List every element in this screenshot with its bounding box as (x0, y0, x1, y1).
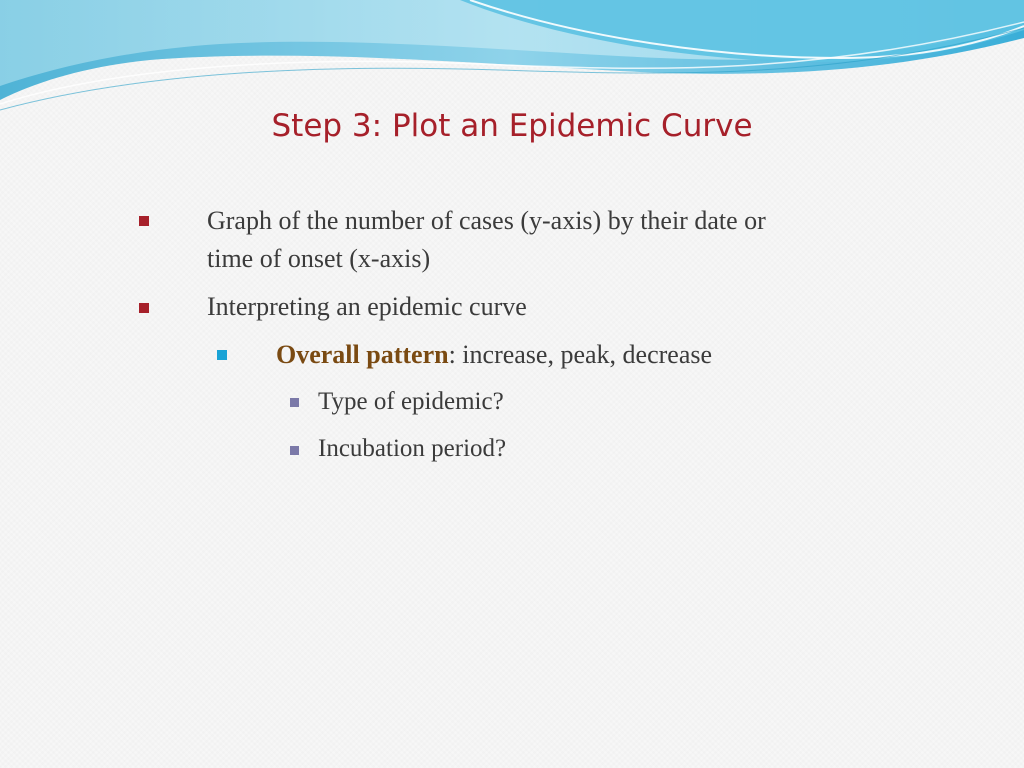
overall-pattern-detail: : increase, peak, decrease (448, 340, 713, 369)
bullet-marker-level1 (139, 216, 149, 226)
bullet-marker-level1 (139, 303, 149, 313)
bullet-marker-level2 (217, 350, 227, 360)
header-wave-decoration (0, 0, 1024, 111)
slide-title: Step 3: Plot an Epidemic Curve (271, 108, 753, 144)
bullet-marker-level3 (290, 446, 299, 455)
bullet-item-overall-pattern: Overall pattern: increase, peak, decreas… (276, 336, 712, 374)
bullet-item-interpreting: Interpreting an epidemic curve (207, 292, 527, 321)
overall-pattern-emphasis: Overall pattern (276, 340, 449, 369)
bullet-item-type-of-epidemic: Type of epidemic? (318, 388, 504, 415)
bullet-item-incubation-period: Incubation period? (318, 435, 507, 462)
bullet-item-graph-line2: time of onset (x-axis) (207, 244, 431, 273)
bullet-marker-level3 (290, 398, 299, 407)
bullet-item-graph-line1: Graph of the number of cases (y-axis) by… (207, 206, 766, 235)
